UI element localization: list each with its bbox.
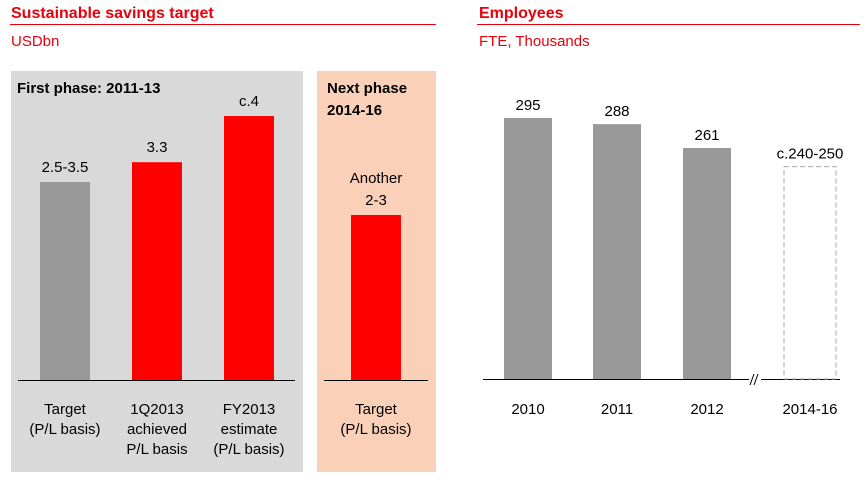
savings-category-label: achieved xyxy=(127,421,187,438)
savings-value-label: 2.5-3.5 xyxy=(42,159,89,176)
savings-category-label: Target xyxy=(44,401,87,418)
savings-category-label: (P/L basis) xyxy=(213,441,284,458)
employees-category-label: 2012 xyxy=(690,401,723,418)
employees-category-label: 2014-16 xyxy=(782,401,837,418)
savings-bar xyxy=(132,162,182,380)
employees-value-label: 261 xyxy=(694,127,719,144)
savings-category-label: estimate xyxy=(221,421,278,438)
savings-category-label: FY2013 xyxy=(223,401,276,418)
next-phase-label-line2: 2014-16 xyxy=(327,102,382,119)
savings-bar xyxy=(351,215,401,380)
employees-value-label: 288 xyxy=(604,103,629,120)
employees-value-label: 295 xyxy=(515,97,540,114)
employees-bar xyxy=(593,124,641,380)
savings-bar xyxy=(40,182,90,380)
savings-bar xyxy=(224,116,274,380)
right-chart-subtitle: FTE, Thousands xyxy=(479,33,590,50)
savings-category-label: P/L basis xyxy=(126,441,187,458)
axis-break-mark xyxy=(749,373,761,386)
employees-bar xyxy=(783,166,837,380)
employees-category-label: 2010 xyxy=(511,401,544,418)
first-phase-label: First phase: 2011-13 xyxy=(17,80,160,97)
savings-category-label: Target xyxy=(355,401,398,418)
savings-value-label: Another xyxy=(350,170,403,187)
savings-value-label: 2-3 xyxy=(365,192,387,209)
next-phase-label-line1: Next phase xyxy=(327,80,407,97)
savings-value-label: c.4 xyxy=(239,93,259,110)
savings-value-label: 3.3 xyxy=(147,139,168,156)
employees-bar xyxy=(504,117,552,380)
left-chart-subtitle: USDbn xyxy=(11,33,59,50)
savings-category-label: (P/L basis) xyxy=(29,421,100,438)
left-chart-title: Sustainable savings target xyxy=(11,5,214,22)
employees-category-label: 2011 xyxy=(601,401,633,418)
employees-bar xyxy=(683,148,731,379)
savings-category-label: (P/L basis) xyxy=(340,421,411,438)
right-chart-title: Employees xyxy=(479,5,564,22)
employees-value-label: c.240-250 xyxy=(777,146,844,163)
savings-category-label: 1Q2013 xyxy=(130,401,183,418)
